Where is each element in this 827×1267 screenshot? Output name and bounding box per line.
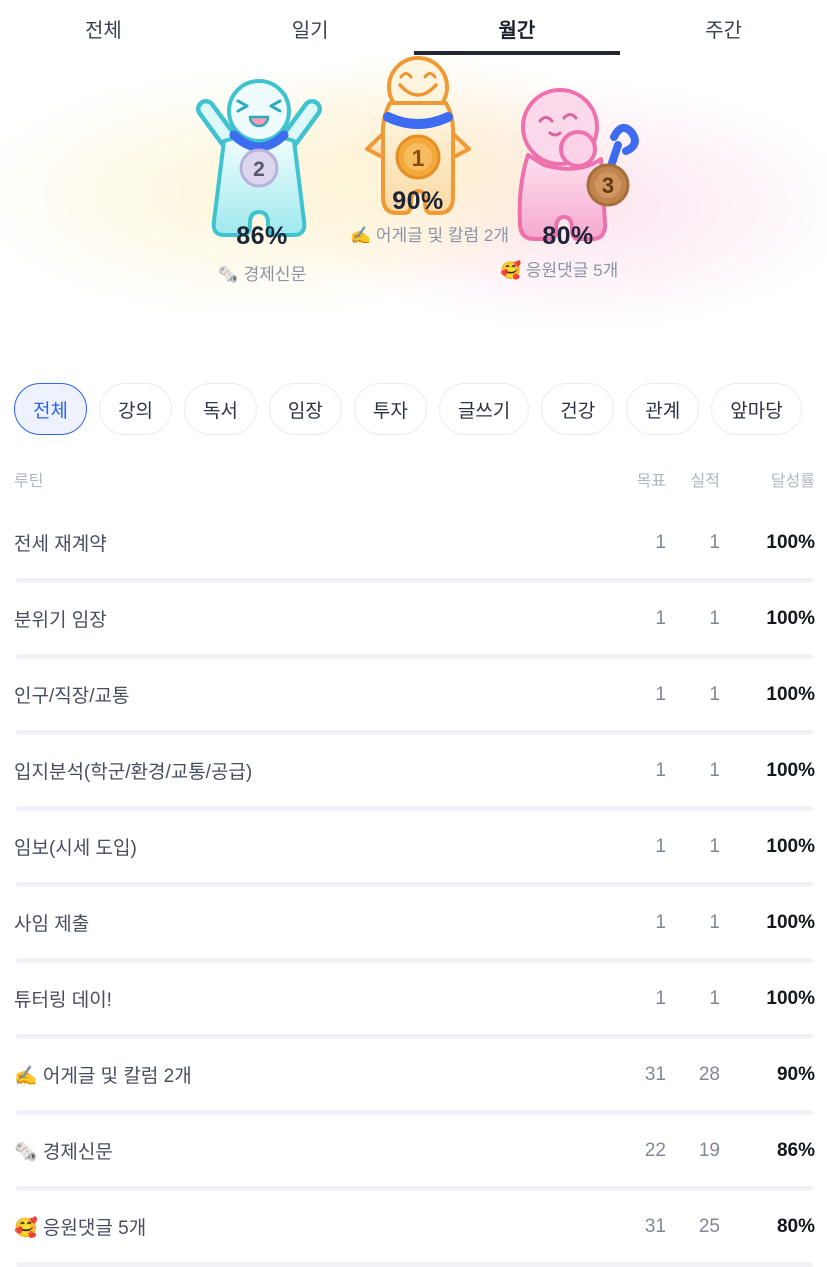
routine-name: 🥰 응원댓글 5개 [14, 1218, 147, 1239]
routine-name: ✍️ 어게글 및 칼럼 2개 [14, 1066, 192, 1087]
category-filter-bar: 전체 강의 독서 임장 투자 글쓰기 건강 관계 앞마당 [0, 383, 827, 435]
routine-actual: 19 [698, 1139, 720, 1161]
row-divider [16, 1110, 813, 1115]
first-place-label: ✍️ 어게글 및 칼럼 2개 [350, 226, 509, 245]
routine-table: 루틴 목표 실적 달성률 전세 재계약 1 1 100% 분위기 임장 1 1 … [0, 459, 827, 1267]
routine-actual: 1 [709, 911, 720, 933]
table-row: 사임 제출 1 1 100% [14, 887, 815, 958]
second-place-label: 🗞️ 경제신문 [217, 265, 307, 284]
routine-rate: 100% [766, 683, 815, 705]
table-row: 🥰 응원댓글 5개 31 25 80% [14, 1191, 815, 1262]
routine-rate: 100% [766, 835, 815, 857]
second-place-percent: 86% [236, 222, 288, 250]
silver-medal-icon [239, 148, 279, 188]
chip-lecture[interactable]: 강의 [98, 383, 172, 435]
medal-ribbon [383, 112, 453, 129]
table-row: 분위기 임장 1 1 100% [14, 583, 815, 654]
routine-goal: 1 [655, 911, 666, 933]
row-divider [16, 806, 813, 811]
table-row: 임보(시세 도입) 1 1 100% [14, 811, 815, 882]
header-routine: 루틴 [14, 473, 44, 490]
routine-rate: 100% [766, 987, 815, 1009]
chip-writing[interactable]: 글쓰기 [438, 383, 530, 435]
row-divider [16, 654, 813, 659]
row-divider [16, 1262, 813, 1267]
medal-rank: 3 [602, 173, 614, 198]
period-tabs: 전체 일기 월간 주간 [0, 0, 827, 55]
routine-goal: 22 [644, 1139, 666, 1161]
routine-goal: 1 [655, 759, 666, 781]
row-divider [16, 958, 813, 963]
routine-rate: 100% [766, 607, 815, 629]
third-place-label: 🥰 응원댓글 5개 [500, 261, 619, 280]
routine-actual: 1 [709, 759, 720, 781]
routine-name: 분위기 임장 [14, 610, 107, 631]
chip-field-visit[interactable]: 임장 [268, 383, 342, 435]
tab-diary[interactable]: 일기 [291, 20, 329, 42]
routine-actual: 1 [709, 835, 720, 857]
header-rate: 달성률 [770, 473, 815, 490]
tab-monthly[interactable]: 월간 [413, 0, 621, 55]
medal-ribbon [610, 123, 639, 155]
routine-name: 🗞️ 경제신문 [14, 1142, 113, 1163]
row-divider [16, 882, 813, 887]
routine-name: 임보(시세 도입) [14, 838, 137, 859]
row-divider [16, 1186, 813, 1191]
routine-name: 전세 재계약 [14, 534, 107, 555]
table-row: 🗞️ 경제신문 22 19 86% [14, 1115, 815, 1186]
chip-reading[interactable]: 독서 [183, 383, 257, 435]
routine-rate: 100% [766, 911, 815, 933]
row-divider [16, 730, 813, 735]
table-row: 전세 재계약 1 1 100% [14, 507, 815, 578]
medal-rank: 2 [253, 158, 265, 181]
routine-actual: 1 [709, 607, 720, 629]
routine-name: 입지분석(학군/환경/교통/공급) [14, 762, 253, 783]
row-divider [16, 1034, 813, 1039]
header-goal: 목표 [636, 473, 666, 490]
row-divider [16, 578, 813, 583]
first-place-mascot-icon: 1 [365, 56, 471, 215]
routine-rate: 100% [766, 759, 815, 781]
routine-actual: 28 [698, 1063, 720, 1085]
tab-weekly[interactable]: 주간 [705, 20, 743, 42]
routine-goal: 31 [644, 1215, 666, 1237]
routine-actual: 25 [698, 1215, 720, 1237]
routine-name: 사임 제출 [14, 914, 90, 935]
table-row: 튜터링 데이! 1 1 100% [14, 963, 815, 1034]
routine-actual: 1 [709, 531, 720, 553]
chip-health[interactable]: 건강 [541, 383, 615, 435]
routine-name: 인구/직장/교통 [14, 686, 130, 707]
chip-all[interactable]: 전체 [14, 383, 87, 435]
table-row: ✍️ 어게글 및 칼럼 2개 31 28 90% [14, 1039, 815, 1110]
first-place-percent: 90% [392, 187, 444, 215]
third-place-percent: 80% [542, 222, 594, 250]
chip-investment[interactable]: 투자 [353, 383, 427, 435]
routine-goal: 31 [644, 1063, 666, 1085]
routine-actual: 1 [709, 987, 720, 1009]
chip-front-yard[interactable]: 앞마당 [711, 383, 802, 435]
routine-rate: 100% [766, 531, 815, 553]
medal-ribbon [229, 130, 289, 152]
routine-rate: 90% [776, 1063, 815, 1085]
third-place-mascot-icon: 3 [517, 88, 639, 241]
routine-goal: 1 [655, 683, 666, 705]
table-header: 루틴 목표 실적 달성률 [14, 459, 815, 507]
table-row: 입지분석(학군/환경/교통/공급) 1 1 100% [14, 735, 815, 806]
ranking-podium: 2 1 3 [0, 55, 827, 357]
routine-actual: 1 [709, 683, 720, 705]
routine-goal: 1 [655, 835, 666, 857]
header-actual: 실적 [690, 473, 720, 490]
routine-rate: 86% [776, 1139, 815, 1161]
routine-rate: 80% [776, 1215, 815, 1237]
table-row: 인구/직장/교통 1 1 100% [14, 659, 815, 730]
routine-goal: 1 [655, 987, 666, 1009]
chip-relationship[interactable]: 관계 [626, 383, 700, 435]
tab-all[interactable]: 전체 [84, 20, 122, 42]
routine-name: 튜터링 데이! [14, 990, 112, 1011]
routine-goal: 1 [655, 607, 666, 629]
routine-goal: 1 [655, 531, 666, 553]
medal-rank: 1 [412, 145, 425, 171]
second-place-mascot-icon: 2 [196, 79, 322, 237]
